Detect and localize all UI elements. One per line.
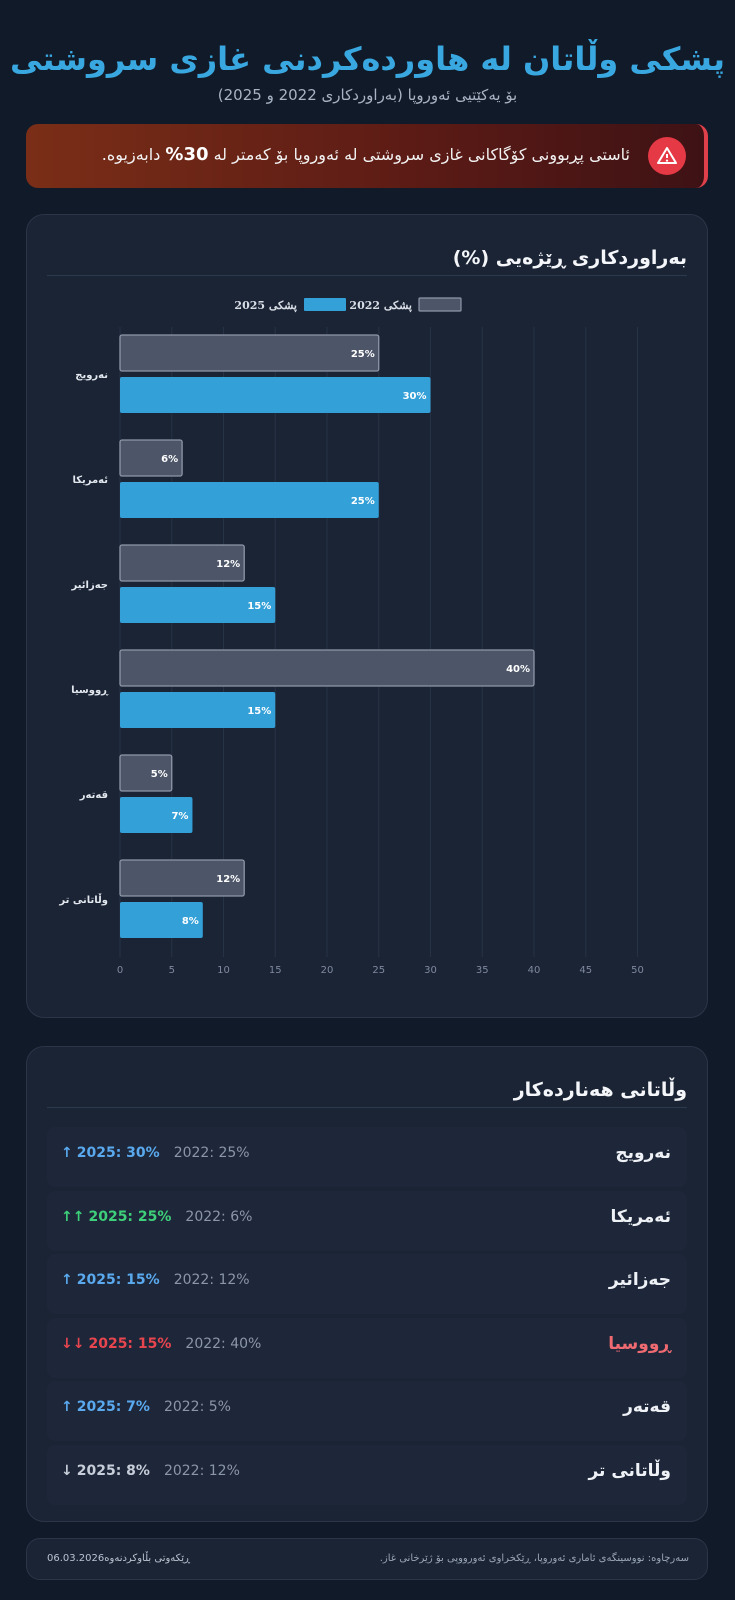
x-tick-label: 20 [321, 965, 334, 976]
category-label: نەرویج [75, 370, 108, 381]
bar-2025 [120, 692, 276, 728]
value-2022: 2022: 12% [173, 1272, 250, 1288]
bar-2022 [119, 859, 245, 897]
x-tick-label: 0 [117, 965, 123, 976]
bar-2025 [120, 797, 193, 833]
x-tick-label: 40 [528, 965, 541, 976]
value-2025: 2025: 15% [76, 1272, 160, 1288]
country-name: وڵاتانی تر [588, 1460, 671, 1481]
data-label-2025: 25% [351, 496, 375, 507]
value-2025: 2025: 7% [76, 1399, 150, 1415]
exporters-card: وڵاتانی هەناردەکار نەرویج ↑ 2025: 30% 2022:… [26, 1046, 708, 1522]
page-title: پشکی وڵاتان لە هاوردەکردنی غازی سروشتی [10, 40, 725, 78]
alert-banner: ئاستی پڕبوونی کۆگاکانی غازی سروشتی لە ئە… [26, 124, 708, 188]
bar-2025 [120, 482, 379, 518]
legend-swatch-2025 [304, 298, 346, 311]
data-label-2022: 6% [161, 454, 178, 465]
bar-2025 [120, 902, 203, 938]
trend-arrow-icon: ↓↓ [61, 1335, 85, 1352]
alert-text: ئاستی پڕبوونی کۆگاکانی غازی سروشتی لە ئە… [101, 144, 630, 165]
x-tick-label: 5 [169, 965, 175, 976]
x-tick-label: 15 [269, 965, 282, 976]
share-values: ↑↑ 2025: 25% 2022: 6% [61, 1209, 252, 1225]
share-values: ↓↓ 2025: 15% 2022: 40% [61, 1336, 261, 1352]
category-label: قەتەر [79, 790, 108, 801]
alert-highlight: 30% [165, 144, 209, 165]
data-label-2025: 15% [247, 601, 271, 612]
footer-date: ڕێکەوتی بڵاوکردنەوە06.03.2026 [47, 1553, 191, 1564]
list-item: نەرویج ↑ 2025: 30% 2022: 25% [47, 1127, 687, 1187]
category-label: ئەمریکا [72, 475, 108, 486]
trend-arrow-icon: ↑ [61, 1145, 73, 1161]
value-2025: 2025: 8% [76, 1462, 150, 1479]
value-2025: 2025: 15% [88, 1335, 172, 1352]
share-values: ↑ 2025: 7% 2022: 5% [61, 1399, 231, 1415]
x-tick-label: 25 [372, 965, 385, 976]
footer-source: سەرچاوە: نووسینگەی ئاماری ئەوروپا، ڕێکخر… [379, 1553, 689, 1564]
trend-arrow-icon: ↑↑ [61, 1208, 85, 1225]
list-item: جەزائیر ↑ 2025: 15% 2022: 12% [47, 1254, 687, 1314]
chart-card-title: بەراوردکاری ڕێژەیی (%) [452, 247, 687, 269]
bar-2025 [120, 377, 431, 413]
x-tick-label: 30 [424, 965, 437, 976]
list-item: ڕووسیا ↓↓ 2025: 15% 2022: 40% [47, 1317, 687, 1378]
bar-2025 [120, 587, 276, 623]
bar-2022 [119, 439, 183, 477]
category-label: جەزائیر [70, 580, 108, 591]
trend-arrow-icon: ↑ [61, 1272, 73, 1288]
data-label-2022: 12% [216, 874, 240, 885]
country-name: نەرویج [615, 1143, 671, 1163]
value-2022: 2022: 5% [163, 1399, 231, 1415]
category-label: ڕووسیا [71, 685, 109, 696]
divider [47, 275, 687, 276]
x-tick-label: 35 [476, 965, 489, 976]
x-tick-label: 10 [217, 965, 230, 976]
data-label-2022: 5% [151, 769, 168, 780]
data-label-2025: 15% [247, 706, 271, 717]
data-label-2022: 12% [216, 559, 240, 570]
bar-2022 [119, 754, 173, 792]
value-2022: 2022: 6% [185, 1208, 253, 1225]
category-label: وڵاتانی تر [58, 893, 108, 906]
bar-2022 [119, 544, 245, 582]
exporters-card-title: وڵاتانی هەناردەکار [513, 1079, 687, 1101]
country-name: ڕووسیا [608, 1333, 671, 1354]
list-item: وڵاتانی تر ↓ 2025: 8% 2022: 12% [47, 1444, 687, 1505]
country-name: ئەمریکا [610, 1206, 671, 1227]
data-label-2025: 30% [403, 391, 427, 402]
x-tick-label: 45 [579, 965, 592, 976]
value-2022: 2022: 12% [163, 1462, 240, 1479]
chart-card: بەراوردکاری ڕێژەیی (%) 0 5 10 15 20 25 30 35 40 4… [26, 214, 708, 1018]
bar-chart: 0 5 10 15 20 25 30 35 40 45 50 پشکی 2022 پشکی 2025 25… [58, 297, 644, 976]
data-label-2022: 25% [351, 349, 375, 360]
share-values: ↑ 2025: 30% 2022: 25% [61, 1145, 250, 1161]
share-values: ↑ 2025: 15% 2022: 12% [61, 1272, 250, 1288]
value-2022: 2022: 40% [185, 1335, 262, 1352]
legend-label-2025: پشکی 2025 [234, 299, 297, 312]
trend-arrow-icon: ↑ [61, 1399, 73, 1415]
warning-triangle-icon [648, 137, 686, 175]
data-label-2025: 7% [171, 811, 188, 822]
trend-arrow-icon: ↓ [61, 1462, 73, 1479]
list-item: قەتەر ↑ 2025: 7% 2022: 5% [47, 1381, 687, 1441]
data-label-2025: 8% [182, 916, 199, 927]
country-name: جەزائیر [608, 1270, 671, 1290]
bar-2022 [119, 649, 535, 687]
x-tick-label: 50 [631, 965, 644, 976]
value-2025: 2025: 30% [76, 1145, 160, 1161]
footer: سەرچاوە: نووسینگەی ئاماری ئەوروپا، ڕێکخر… [26, 1538, 708, 1580]
value-2025: 2025: 25% [88, 1208, 172, 1225]
country-name: قەتەر [623, 1397, 671, 1417]
list-item: ئەمریکا ↑↑ 2025: 25% 2022: 6% [47, 1190, 687, 1251]
divider [47, 1107, 687, 1108]
page-subtitle: بۆ یەکێتیی ئەوروپا (بەراوردکاری 2022 و 2… [217, 86, 518, 104]
data-label-2022: 40% [506, 664, 530, 675]
value-2022: 2022: 25% [173, 1145, 250, 1161]
bar-2022 [119, 334, 380, 372]
share-values: ↓ 2025: 8% 2022: 12% [61, 1463, 240, 1479]
legend-swatch-2022 [418, 297, 462, 312]
legend-label-2022: پشکی 2022 [349, 299, 412, 312]
